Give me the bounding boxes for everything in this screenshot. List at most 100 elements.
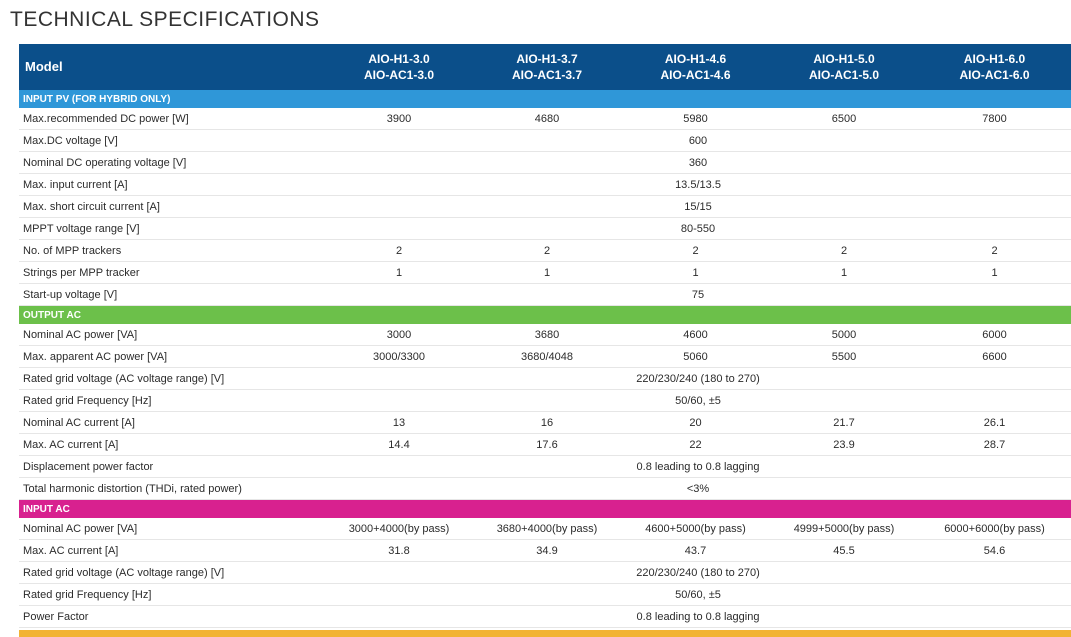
spec-value-common: 220/230/240 (180 to 270) (325, 561, 1071, 584)
spec-value: 2 (918, 239, 1071, 262)
spec-value-common: 50/60, ±5 (325, 583, 1071, 606)
spec-value-common: 600 (325, 129, 1071, 152)
spec-value: 3680 (473, 324, 621, 346)
spec-value: 4600+5000(by pass) (621, 518, 770, 540)
spec-value: 2 (621, 239, 770, 262)
spec-value: 6000+6000(by pass) (918, 518, 1071, 540)
spec-value: 5980 (621, 108, 770, 130)
model-header-cell: AIO-H1-6.0 AIO-AC1-6.0 (918, 44, 1071, 90)
spec-label: Max. AC current [A] (19, 539, 325, 562)
spec-value: 1 (325, 261, 473, 284)
table-header-row: Model AIO-H1-3.0 AIO-AC1-3.0 AIO-H1-3.7 AI… (19, 44, 1071, 90)
spec-value: 16 (473, 411, 621, 434)
spec-value: 22 (621, 433, 770, 456)
spec-value: 2 (325, 239, 473, 262)
spec-label: Max. input current [A] (19, 173, 325, 196)
spec-value-common: 13.5/13.5 (325, 173, 1071, 196)
table-row: Nominal AC power [VA] 3000 3680 4600 5000 600… (19, 324, 1071, 346)
model-name-h1: AIO-H1-3.0 (368, 52, 430, 66)
spec-value: 2 (770, 239, 918, 262)
spec-value-common: 220/230/240 (180 to 270) (325, 367, 1071, 390)
section-title: OUTPUT AC (19, 305, 1071, 324)
spec-value: 4680 (473, 108, 621, 130)
spec-label: Start-up voltage [V] (19, 283, 325, 306)
spec-label: Max. apparent AC power [VA] (19, 345, 325, 368)
spec-label: Max.DC voltage [V] (19, 129, 325, 152)
spec-table: Model AIO-H1-3.0 AIO-AC1-3.0 AIO-H1-3.7 AI… (19, 44, 1071, 628)
spec-label: Nominal AC power [VA] (19, 324, 325, 346)
section-header-row: OUTPUT AC (19, 305, 1071, 324)
spec-value: 3900 (325, 108, 473, 130)
spec-label: Rated grid voltage (AC voltage range) [V… (19, 561, 325, 584)
spec-value: 3000 (325, 324, 473, 346)
table-row: Rated grid voltage (AC voltage range) [V… (19, 367, 1071, 390)
spec-value: 20 (621, 411, 770, 434)
spec-value: 5000 (770, 324, 918, 346)
spec-value: 3680/4048 (473, 345, 621, 368)
section-header-row: INPUT PV (FOR HYBRID ONLY) (19, 90, 1071, 108)
spec-value: 1 (918, 261, 1071, 284)
spec-value: 4999+5000(by pass) (770, 518, 918, 540)
spec-value: 34.9 (473, 539, 621, 562)
table-row: No. of MPP trackers 2 2 2 2 2 (19, 239, 1071, 262)
table-row: Displacement power factor 0.8 leading to … (19, 455, 1071, 478)
model-name-ac1: AIO-AC1-6.0 (959, 68, 1030, 82)
spec-label: Max.recommended DC power [W] (19, 108, 325, 130)
spec-value-common: 0.8 leading to 0.8 lagging (325, 455, 1071, 478)
section-title: INPUT PV (FOR HYBRID ONLY) (19, 90, 1071, 108)
model-name-ac1: AIO-AC1-5.0 (808, 68, 879, 82)
table-row: Max. short circuit current [A] 15/15 (19, 195, 1071, 218)
model-name-h1: AIO-H1-5.0 (813, 52, 875, 66)
spec-value-common: 50/60, ±5 (325, 389, 1071, 412)
spec-value: 1 (473, 261, 621, 284)
table-row: Max. AC current [A] 14.4 17.6 22 23.9 28.7 (19, 433, 1071, 456)
table-row: Rated grid Frequency [Hz] 50/60, ±5 (19, 583, 1071, 606)
spec-value: 23.9 (770, 433, 918, 456)
table-row: Total harmonic distortion (THDi, rated p… (19, 477, 1071, 500)
spec-label: Nominal AC power [VA] (19, 518, 325, 540)
next-section-bar (19, 630, 1071, 637)
spec-value: 7800 (918, 108, 1071, 130)
spec-value: 3680+4000(by pass) (473, 518, 621, 540)
spec-label: Power Factor (19, 605, 325, 628)
spec-value: 1 (621, 261, 770, 284)
spec-value-common: 360 (325, 151, 1071, 174)
table-row: Nominal AC current [A] 13 16 20 21.7 26.1 (19, 411, 1071, 434)
table-row: Rated grid voltage (AC voltage range) [V… (19, 561, 1071, 584)
table-row: Max.DC voltage [V] 600 (19, 129, 1071, 152)
table-row: Nominal DC operating voltage [V] 360 (19, 151, 1071, 174)
model-name-h1: AIO-H1-6.0 (963, 52, 1026, 66)
model-header-cell: AIO-H1-5.0 AIO-AC1-5.0 (770, 44, 918, 90)
spec-label: No. of MPP trackers (19, 239, 325, 262)
spec-value: 4600 (621, 324, 770, 346)
spec-label: Max. short circuit current [A] (19, 195, 325, 218)
spec-label: Rated grid Frequency [Hz] (19, 583, 325, 606)
table-row: Max. input current [A] 13.5/13.5 (19, 173, 1071, 196)
spec-label: Total harmonic distortion (THDi, rated p… (19, 477, 325, 500)
model-name-h1: AIO-H1-4.6 (664, 52, 727, 66)
spec-value: 13 (325, 411, 473, 434)
table-row: Rated grid Frequency [Hz] 50/60, ±5 (19, 389, 1071, 412)
spec-label: Rated grid Frequency [Hz] (19, 389, 325, 412)
spec-value-common: 15/15 (325, 195, 1071, 218)
model-name-ac1: AIO-AC1-4.6 (660, 68, 731, 82)
spec-value: 17.6 (473, 433, 621, 456)
spec-label: Rated grid voltage (AC voltage range) [V… (19, 367, 325, 390)
spec-value: 21.7 (770, 411, 918, 434)
table-row: Max. apparent AC power [VA] 3000/3300 3680… (19, 345, 1071, 368)
spec-value-common: 75 (325, 283, 1071, 306)
spec-label: Nominal AC current [A] (19, 411, 325, 434)
spec-value-common: 0.8 leading to 0.8 lagging (325, 605, 1071, 628)
spec-value: 3000+4000(by pass) (325, 518, 473, 540)
table-row: Max. AC current [A] 31.8 34.9 43.7 45.5 54.6 (19, 539, 1071, 562)
model-header-cell: AIO-H1-3.0 AIO-AC1-3.0 (325, 44, 473, 90)
spec-value: 6000 (918, 324, 1071, 346)
spec-value: 26.1 (918, 411, 1071, 434)
table-row: Nominal AC power [VA] 3000+4000(by pass) 3… (19, 518, 1071, 540)
spec-value-common: <3% (325, 477, 1071, 500)
spec-value: 6600 (918, 345, 1071, 368)
spec-label: MPPT voltage range [V] (19, 217, 325, 240)
model-header-label: Model (19, 44, 325, 90)
spec-value: 6500 (770, 108, 918, 130)
model-name-ac1: AIO-AC1-3.0 (363, 68, 434, 82)
